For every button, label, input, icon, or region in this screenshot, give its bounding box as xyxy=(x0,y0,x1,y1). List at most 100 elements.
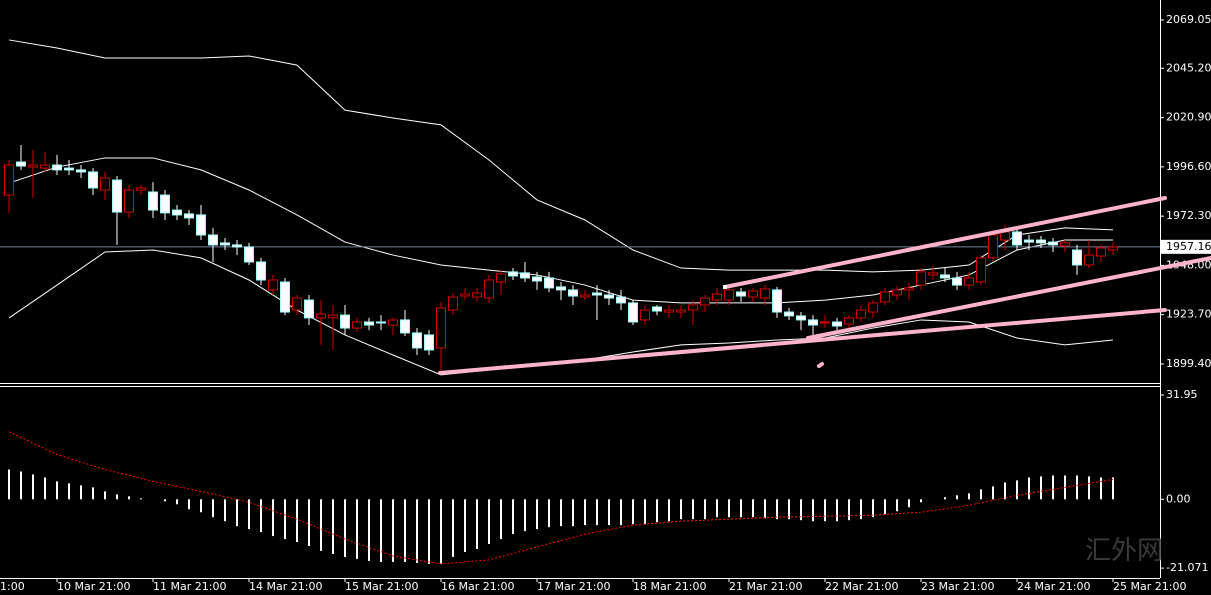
candle-body xyxy=(556,286,566,291)
candle-body xyxy=(376,321,386,324)
candle-body xyxy=(760,288,770,299)
x-tick-label: 11 Mar 21:00 xyxy=(153,580,226,593)
candle-body xyxy=(940,274,950,279)
y-tick-label: -21.071 xyxy=(1166,561,1208,574)
candle-body xyxy=(964,277,974,286)
watermark: 汇外网 xyxy=(1085,536,1163,566)
candle-body xyxy=(472,292,482,298)
candle-body xyxy=(220,242,230,246)
signal-line xyxy=(8,431,1114,565)
candle-body xyxy=(724,289,734,301)
candle-body xyxy=(988,234,998,259)
candle-body xyxy=(112,179,122,213)
candle-body xyxy=(580,294,590,298)
trend-dot xyxy=(817,362,824,368)
y-tick-label: 2069.05 xyxy=(1166,13,1211,26)
candle-body xyxy=(868,302,878,313)
anchor-point xyxy=(723,285,727,289)
candle-body xyxy=(196,214,206,236)
candle-body xyxy=(4,164,14,196)
y-tick-label: 0.00 xyxy=(1166,492,1191,505)
candle-body xyxy=(1036,239,1046,244)
candle-body xyxy=(832,321,842,327)
candle-body xyxy=(328,314,338,319)
bollinger-band xyxy=(8,157,1113,304)
candle-body xyxy=(256,261,266,281)
candle-body xyxy=(412,332,422,349)
candle-body xyxy=(664,309,674,313)
candle-body xyxy=(952,277,962,286)
candle-body xyxy=(424,334,434,351)
x-tick-label: 23 Mar 21:00 xyxy=(921,580,994,593)
y-tick-label: 2045.20 xyxy=(1166,61,1211,74)
candle-body xyxy=(604,294,614,299)
candle-body xyxy=(64,167,74,171)
y-tick-label: 2020.90 xyxy=(1166,111,1211,124)
bollinger-band xyxy=(8,39,1114,273)
candle-body xyxy=(364,321,374,326)
candle-body xyxy=(928,272,938,276)
candle-body xyxy=(172,209,182,216)
candle-body xyxy=(340,314,350,329)
candle-body xyxy=(508,271,518,277)
candle-body xyxy=(844,317,854,325)
candle-body xyxy=(88,171,98,189)
candle-body xyxy=(892,289,902,296)
candle-body xyxy=(544,277,554,289)
candle-body xyxy=(784,311,794,317)
candle-body xyxy=(520,272,530,279)
candle-body xyxy=(184,213,194,219)
candle-body xyxy=(244,246,254,263)
candle-body xyxy=(700,297,710,306)
x-tick-label: 17 Mar 21:00 xyxy=(537,580,610,593)
y-tick-label: 1923.70 xyxy=(1166,308,1211,321)
x-tick-label: 21 Mar 21:00 xyxy=(729,580,802,593)
last-price-box xyxy=(1161,239,1211,254)
x-tick-label: 15 Mar 21:00 xyxy=(345,580,418,593)
candle-body xyxy=(820,321,830,324)
candle-body xyxy=(388,319,398,326)
candle-body xyxy=(736,291,746,297)
candle-body xyxy=(208,234,218,246)
x-tick-label: 24 Mar 21:00 xyxy=(1017,580,1090,593)
x-tick-label: 25 Mar 21:00 xyxy=(1113,580,1186,593)
candle-body xyxy=(100,177,110,191)
candle-body xyxy=(28,164,38,168)
candle-body xyxy=(460,293,470,297)
candle-body xyxy=(352,321,362,329)
candle-body xyxy=(304,299,314,319)
x-tick-label: 18 Mar 21:00 xyxy=(633,580,706,593)
last-price-label: 1957.16 xyxy=(1166,240,1211,253)
y-tick-label: 1972.30 xyxy=(1166,209,1211,222)
candle-body xyxy=(1084,254,1094,266)
candle-body xyxy=(484,279,494,299)
candle-body xyxy=(856,309,866,319)
candle-body xyxy=(160,194,170,214)
trend-line xyxy=(806,256,1211,340)
x-tick-label: 16 Mar 21:00 xyxy=(441,580,514,593)
x-tick-label: 1:00 xyxy=(0,580,25,593)
candle-body xyxy=(1012,231,1022,246)
candle-body xyxy=(568,289,578,297)
candle-body xyxy=(76,169,86,173)
trend-line xyxy=(438,308,1167,375)
candle-body xyxy=(688,304,698,311)
x-tick-label: 22 Mar 21:00 xyxy=(825,580,898,593)
candle-body xyxy=(1048,241,1058,246)
candle-body xyxy=(1024,239,1034,243)
candle-body xyxy=(436,307,446,349)
candle-body xyxy=(628,302,638,323)
candle-body xyxy=(316,313,326,319)
candle-body xyxy=(652,306,662,312)
candle-body xyxy=(796,315,806,321)
candle-body xyxy=(976,257,986,283)
candle-body xyxy=(136,187,146,191)
candle-body xyxy=(1108,246,1118,251)
x-tick-label: 10 Mar 21:00 xyxy=(57,580,130,593)
candle-body xyxy=(496,273,506,283)
candle-body xyxy=(1000,231,1010,241)
candle-body xyxy=(592,292,602,296)
candle-body xyxy=(532,276,542,282)
